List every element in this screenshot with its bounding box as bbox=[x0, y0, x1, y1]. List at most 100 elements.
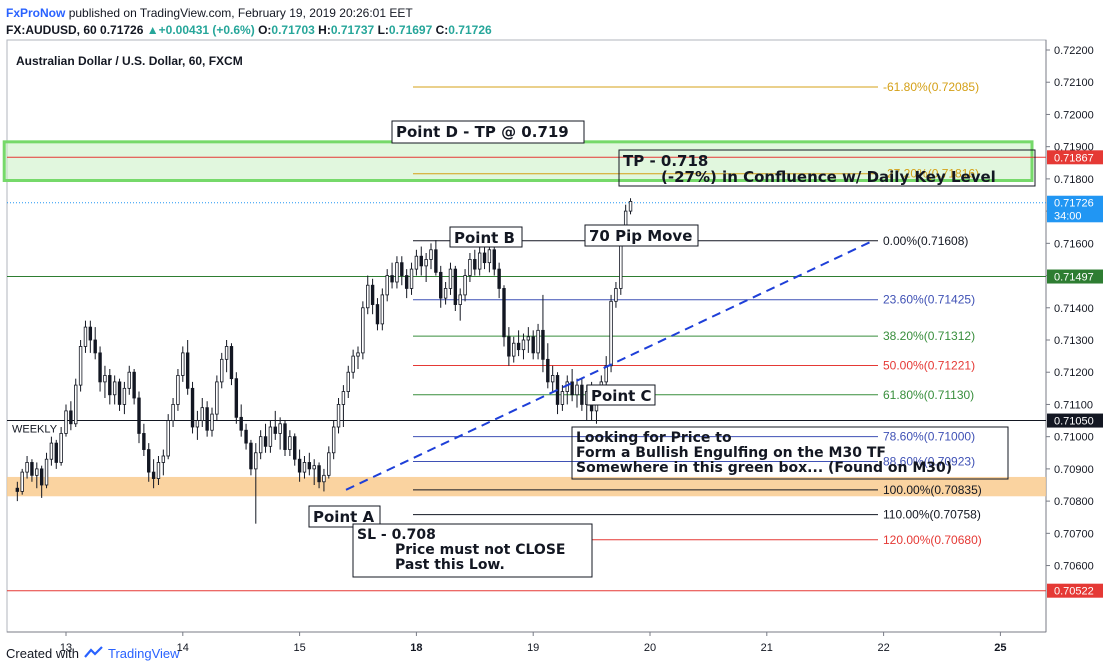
fib-level-label: 0.00%(0.71608) bbox=[883, 234, 968, 248]
candle-body bbox=[239, 416, 243, 431]
price-tag-label: 0.71050 bbox=[1054, 416, 1094, 428]
candle-body bbox=[176, 375, 180, 405]
publish-info: FxProNow published on TradingView.com, F… bbox=[6, 5, 413, 21]
candle-body bbox=[137, 397, 141, 434]
candle-body bbox=[414, 255, 419, 270]
fib-level-label: -27.20%(0.71816) bbox=[883, 167, 979, 181]
annotation-text: Looking for Price to bbox=[576, 430, 732, 446]
candle-body bbox=[497, 268, 501, 289]
published-text: published on TradingView.com, February 1… bbox=[68, 6, 413, 20]
candle-body bbox=[580, 384, 584, 405]
candle-body bbox=[443, 288, 448, 299]
candle-body bbox=[341, 391, 346, 405]
candle-body bbox=[468, 259, 472, 276]
candle-body bbox=[112, 381, 117, 396]
candle-body bbox=[356, 352, 360, 357]
candle-body bbox=[49, 442, 54, 460]
candle-body bbox=[375, 304, 380, 325]
annotation-box bbox=[449, 226, 523, 248]
tradingview-link[interactable]: TradingView bbox=[107, 646, 180, 661]
candle-body bbox=[395, 262, 399, 283]
candle-body bbox=[83, 326, 88, 347]
candle-body bbox=[546, 358, 550, 383]
annotation-text: (-27%) in Confluence w/ Daily Key Level bbox=[661, 168, 996, 186]
candle-body bbox=[351, 355, 355, 373]
candle-body bbox=[142, 433, 146, 450]
candle-body bbox=[122, 387, 127, 405]
candle-body bbox=[263, 436, 268, 447]
candle-body bbox=[200, 407, 204, 421]
annotation-text: Point D - TP @ 0.719 bbox=[396, 123, 569, 141]
y-tick-label: 0.70900 bbox=[1054, 464, 1094, 476]
publisher-name[interactable]: FxProNow bbox=[6, 6, 66, 20]
candle-body bbox=[288, 436, 292, 450]
candle-body bbox=[215, 381, 219, 415]
x-tick-label: 18 bbox=[410, 642, 422, 654]
candle-body bbox=[536, 329, 540, 354]
last-price: 0.71726 bbox=[100, 23, 144, 37]
candle-body bbox=[244, 429, 248, 444]
fib-level-label: 38.20%(0.71312) bbox=[883, 329, 975, 343]
annotation-text: SL - 0.708 bbox=[357, 527, 436, 543]
price-tag bbox=[1047, 195, 1103, 210]
candle-body bbox=[400, 262, 404, 276]
y-tick-label: 0.71100 bbox=[1054, 399, 1093, 411]
candle-body bbox=[609, 300, 613, 367]
candle-body bbox=[492, 249, 496, 270]
candle-body bbox=[147, 449, 151, 473]
y-tick-label: 0.71400 bbox=[1054, 303, 1094, 315]
symbol-label: FX:AUDUSD, 60 bbox=[6, 23, 97, 37]
candle-body bbox=[419, 255, 423, 267]
candle-body bbox=[127, 371, 131, 389]
candle-body bbox=[463, 275, 467, 296]
annotation-text: TP - 0.718 bbox=[623, 152, 708, 170]
candle-body bbox=[370, 284, 375, 305]
x-tick-label: 19 bbox=[527, 642, 539, 654]
candle-body bbox=[302, 462, 307, 473]
price-tag-label: 0.71867 bbox=[1054, 152, 1094, 164]
candle-body bbox=[526, 336, 531, 341]
weekly-key-zone bbox=[7, 476, 1046, 497]
price-tag-label: 0.71726 bbox=[1054, 198, 1094, 210]
candle-body bbox=[78, 346, 83, 386]
candle-body bbox=[317, 465, 321, 483]
candle-body bbox=[39, 468, 44, 486]
candle-body bbox=[477, 252, 482, 270]
y-tick-label: 0.71600 bbox=[1054, 238, 1094, 250]
x-tick-label: 13 bbox=[60, 642, 72, 654]
y-tick-label: 0.70800 bbox=[1054, 496, 1094, 508]
trendline bbox=[345, 239, 874, 491]
annotation-text: Point A bbox=[313, 508, 375, 526]
annotation-text: Form a Bullish Engulfing on the M30 TF bbox=[576, 445, 886, 461]
open-value: 0.71703 bbox=[271, 23, 315, 37]
fib-level-label: -61.80%(0.72085) bbox=[883, 80, 979, 94]
candle-body bbox=[434, 249, 438, 273]
high-value: 0.71737 bbox=[330, 23, 375, 37]
created-with-text: Created with bbox=[6, 646, 79, 661]
high-label: H: bbox=[318, 23, 331, 37]
x-tick-label: 25 bbox=[994, 642, 1006, 654]
close-label: C: bbox=[435, 23, 449, 37]
footer: Created with TradingView bbox=[6, 646, 180, 661]
candle-body bbox=[575, 384, 579, 396]
annotation-text: Past this Low. bbox=[395, 557, 505, 573]
annotation-box bbox=[352, 523, 593, 578]
price-tag-label: 0.71497 bbox=[1054, 272, 1094, 284]
candle-body bbox=[161, 455, 166, 463]
candle-body bbox=[64, 410, 68, 434]
candle-body bbox=[570, 381, 574, 396]
candle-body bbox=[385, 275, 389, 296]
price-tag-label: 0.70522 bbox=[1054, 586, 1094, 598]
low-value: 0.71697 bbox=[388, 23, 433, 37]
candle-body bbox=[195, 420, 200, 428]
candle-body bbox=[516, 342, 521, 351]
candle-body bbox=[404, 275, 409, 289]
fib-level-label: 61.80%(0.71130) bbox=[883, 388, 974, 402]
candle-body bbox=[54, 442, 58, 463]
candle-body bbox=[507, 336, 511, 357]
candle-body bbox=[35, 468, 39, 476]
candle-body bbox=[409, 268, 414, 289]
candle-body bbox=[229, 346, 234, 380]
candle-body bbox=[448, 268, 453, 289]
candle-body bbox=[98, 352, 102, 383]
